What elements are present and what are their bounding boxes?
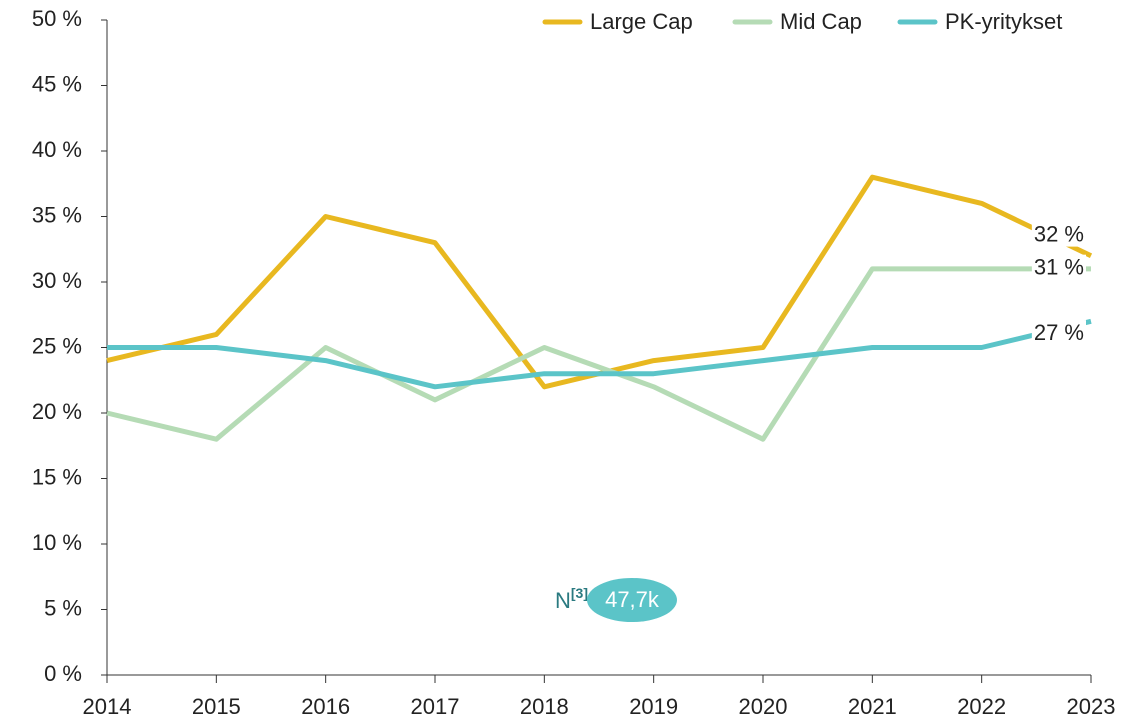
x-tick-label: 2020 (739, 694, 788, 719)
x-tick-label: 2023 (1067, 694, 1116, 719)
x-tick-label: 2017 (411, 694, 460, 719)
x-tick-label: 2022 (957, 694, 1006, 719)
y-tick-label: 45 % (32, 71, 82, 96)
x-tick-label: 2014 (83, 694, 132, 719)
series-line (106, 266, 1091, 442)
y-tick-label: 50 % (32, 6, 82, 31)
value-label-bg (1031, 320, 1086, 346)
annotation-badge-text: 47,7k (605, 587, 660, 612)
y-tick-label: 15 % (32, 464, 82, 489)
series-line (106, 174, 1093, 390)
x-tick-label: 2019 (629, 694, 678, 719)
y-tick-label: 10 % (32, 530, 82, 555)
value-label: 31 % (1034, 255, 1084, 280)
y-tick-label: 40 % (32, 137, 82, 162)
value-label: 27 % (1034, 320, 1084, 345)
y-tick-label: 20 % (32, 399, 82, 424)
y-tick-label: 35 % (32, 202, 82, 227)
y-tick-label: 25 % (32, 333, 82, 358)
legend-label: PK-yritykset (945, 9, 1062, 34)
x-tick-label: 2015 (192, 694, 241, 719)
legend-label: Mid Cap (780, 9, 862, 34)
x-tick-label: 2018 (520, 694, 569, 719)
series-line (107, 318, 1092, 390)
y-tick-label: 0 % (44, 661, 82, 686)
x-tick-label: 2021 (848, 694, 897, 719)
legend-label: Large Cap (590, 9, 693, 34)
x-tick-label: 2016 (301, 694, 350, 719)
value-label-bg (1031, 254, 1086, 280)
value-label: 32 % (1034, 222, 1084, 247)
y-tick-label: 5 % (44, 595, 82, 620)
annotation-badge (587, 578, 677, 622)
y-tick-label: 30 % (32, 268, 82, 293)
value-label-bg (1031, 221, 1086, 247)
